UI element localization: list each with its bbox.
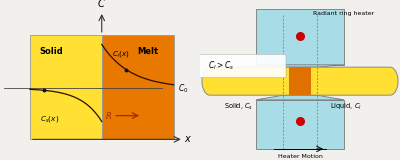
Bar	[30, 35, 102, 139]
FancyBboxPatch shape	[289, 67, 311, 95]
Text: Heater Motion: Heater Motion	[278, 154, 322, 159]
Text: $C_s(x)$: $C_s(x)$	[40, 114, 59, 124]
Polygon shape	[202, 67, 398, 95]
Text: $R$: $R$	[105, 110, 112, 121]
Text: $C$: $C$	[97, 0, 106, 9]
Bar	[256, 100, 344, 149]
Text: Solid: Solid	[40, 47, 63, 56]
Text: $x$: $x$	[184, 134, 192, 144]
Text: $C_l(x)$: $C_l(x)$	[112, 49, 130, 59]
Text: Radiant ring heater: Radiant ring heater	[313, 11, 375, 16]
Bar	[102, 35, 174, 139]
Text: $C_0$: $C_0$	[178, 82, 188, 95]
Text: Melt: Melt	[137, 47, 158, 56]
Text: Solid, $C_s$: Solid, $C_s$	[224, 102, 253, 112]
Text: Liquid, $C_l$: Liquid, $C_l$	[330, 102, 362, 112]
Polygon shape	[256, 65, 344, 67]
Bar	[256, 9, 344, 65]
FancyBboxPatch shape	[198, 54, 286, 78]
Text: $C_l > C_s$: $C_l > C_s$	[208, 60, 234, 72]
Polygon shape	[256, 95, 344, 100]
